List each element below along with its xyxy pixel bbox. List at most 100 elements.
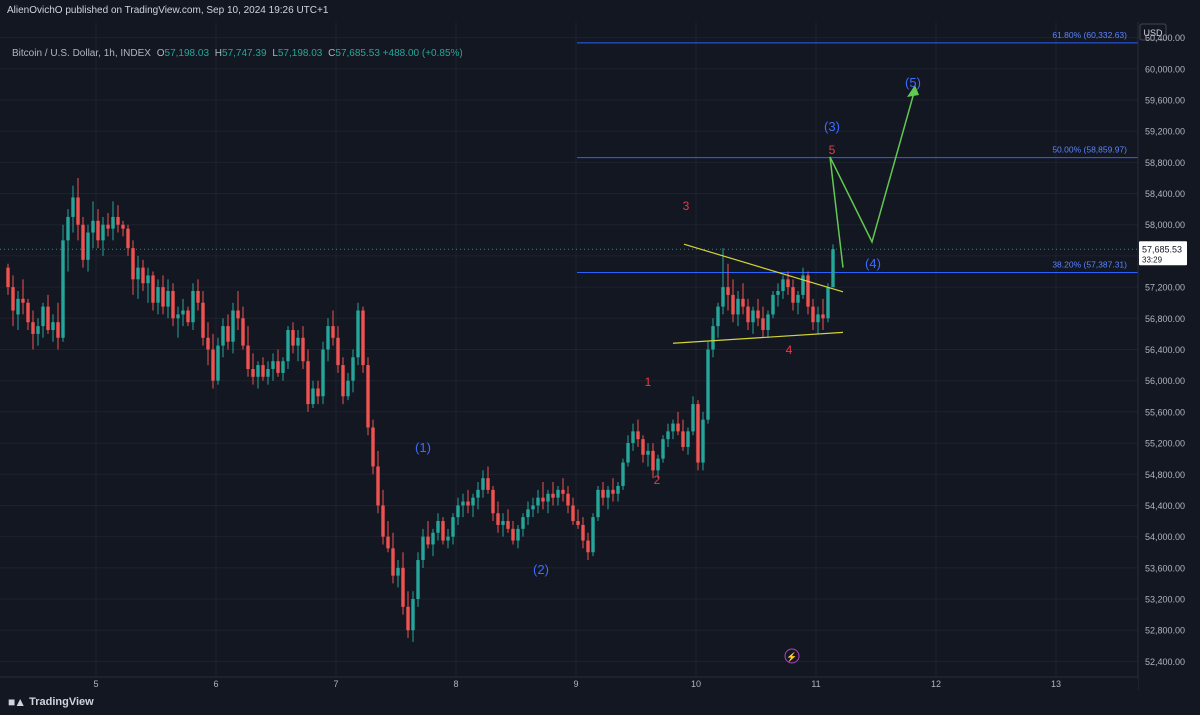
candle-body	[296, 337, 300, 346]
time-axis[interactable]: 5 6 7 8 9 10 11 12 13	[0, 676, 1138, 690]
projection-path	[829, 88, 916, 268]
candle-body	[326, 326, 330, 350]
candle-body	[706, 349, 710, 420]
candle-body	[121, 224, 125, 229]
candle-body	[581, 524, 585, 541]
candle-body	[376, 466, 380, 506]
candle-body	[501, 521, 505, 525]
chart-area[interactable]: 61.80% (60,332.63) 50.00% (58,859.97) 38.2…	[0, 22, 1200, 690]
candle-body	[816, 314, 820, 323]
candle-body	[156, 287, 160, 303]
fib-levels: 61.80% (60,332.63) 50.00% (58,859.97) 38.2…	[577, 30, 1138, 274]
candle-body	[716, 306, 720, 327]
candle-body	[696, 404, 700, 463]
candle-body	[436, 521, 440, 533]
candle-body	[791, 287, 795, 303]
candle-body	[601, 489, 605, 498]
candle-body	[101, 224, 105, 241]
candle-body	[361, 310, 365, 366]
candle-body	[186, 310, 190, 323]
candle-body	[286, 330, 290, 362]
candle-body	[116, 216, 120, 225]
price-tick-label: 55,600.00	[1145, 407, 1185, 417]
candle-body	[371, 427, 375, 467]
open-label: O	[156, 48, 165, 59]
candle-body	[536, 497, 540, 506]
wave-label-red: 2	[654, 473, 661, 487]
candle-body	[751, 310, 755, 323]
candle-body	[106, 224, 110, 229]
candle-body	[556, 489, 560, 498]
price-tick-label: 56,800.00	[1145, 314, 1185, 324]
candle-body	[476, 489, 480, 498]
candle-body	[741, 298, 745, 307]
candle-body	[731, 294, 735, 315]
candle-body	[521, 517, 525, 529]
candle-body	[351, 357, 355, 381]
candle-body	[686, 431, 690, 447]
candle-body	[746, 306, 750, 323]
candle-body	[246, 345, 250, 369]
candle-body	[316, 388, 320, 397]
candle-body	[271, 361, 275, 369]
price-tick-label: 59,600.00	[1145, 95, 1185, 105]
candle-body	[541, 497, 545, 502]
candle-body	[301, 337, 305, 362]
candle-body	[21, 298, 25, 303]
candle-body	[136, 267, 140, 280]
candle-body	[761, 318, 765, 331]
price-tick-label: 60,000.00	[1145, 64, 1185, 74]
tradingview-logo[interactable]: ■▲ TradingView	[8, 695, 94, 709]
candle-body	[171, 291, 175, 319]
candle-body	[756, 310, 760, 319]
candle-body	[251, 368, 255, 377]
candle-body	[506, 521, 510, 529]
candle-body	[146, 275, 150, 284]
price-tick-label: 54,000.00	[1145, 532, 1185, 542]
candle-body	[431, 532, 435, 545]
candle-body	[631, 431, 635, 444]
candle-body	[71, 197, 75, 217]
price-tick-label: 53,600.00	[1145, 563, 1185, 573]
price-tick-label: 56,400.00	[1145, 345, 1185, 355]
candle-body	[226, 326, 230, 342]
candle-body	[26, 302, 30, 323]
time-tick-label: 6	[213, 679, 218, 689]
price-tick-label: 58,800.00	[1145, 158, 1185, 168]
candle-body	[646, 450, 650, 455]
symbol-legend: Bitcoin / U.S. Dollar, 1h, INDEX O57,198…	[12, 48, 463, 59]
symbol-title: Bitcoin / U.S. Dollar, 1h, INDEX	[12, 48, 151, 59]
candle-body	[131, 248, 135, 280]
time-tick-label: 10	[691, 679, 701, 689]
candle-body	[96, 220, 100, 241]
candle-body	[771, 294, 775, 315]
candle-body	[471, 497, 475, 506]
candle-body	[691, 404, 695, 432]
price-tick-label: 52,800.00	[1145, 626, 1185, 636]
candle-body	[636, 431, 640, 440]
candle-body	[306, 361, 310, 405]
candle-body	[736, 298, 740, 315]
time-tick-label: 9	[573, 679, 578, 689]
candle-body	[346, 380, 350, 397]
price-tick-label: 57,200.00	[1145, 283, 1185, 293]
candle-body	[421, 536, 425, 561]
candlestick-chart[interactable]: 61.80% (60,332.63) 50.00% (58,859.97) 38.2…	[0, 22, 1200, 690]
candle-body	[161, 287, 165, 307]
candle-body	[801, 275, 805, 295]
wave-labels: (1) (2) (3) (4) (5) 1 2 3 4 5	[415, 75, 921, 577]
time-tick-label: 7	[333, 679, 338, 689]
candle-body	[236, 310, 240, 319]
drawings: ⚡	[672, 85, 919, 664]
candle-body	[666, 431, 670, 440]
price-tick-label: 54,800.00	[1145, 470, 1185, 480]
candle-body	[826, 287, 830, 319]
brand-label: TradingView	[29, 696, 94, 708]
candle-body	[591, 517, 595, 553]
candle-body	[626, 443, 630, 463]
candle-body	[211, 349, 215, 381]
candle-body	[671, 423, 675, 432]
candle-body	[81, 224, 85, 260]
candle-body	[586, 540, 590, 553]
